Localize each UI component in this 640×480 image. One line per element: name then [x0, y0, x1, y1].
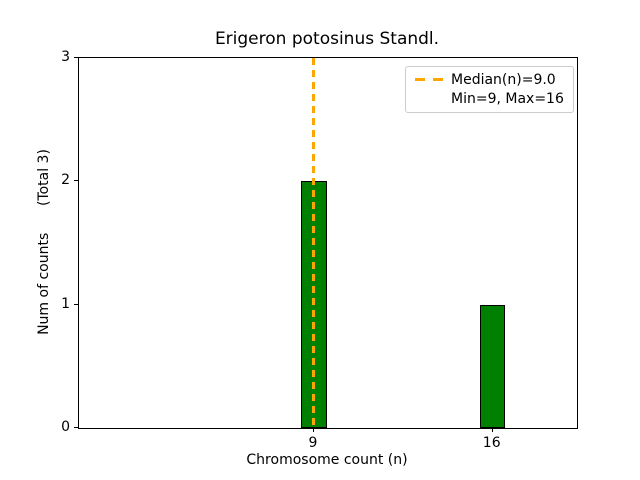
y-tick-mark-1: [74, 303, 78, 305]
y-tick-label-0: 0: [61, 419, 70, 435]
chart-title: Erigeron potosinus Standl.: [214, 29, 440, 49]
y-tick-label-3: 3: [61, 49, 70, 65]
legend-label-minmax: Min=9, Max=16: [451, 90, 564, 107]
x-tick-mark-16: [491, 428, 493, 432]
y-tick-label-1: 1: [61, 295, 70, 312]
y-tick-mark-3: [74, 57, 78, 58]
x-tick-label-16: 16: [482, 435, 501, 451]
legend-row-median: Median(n)=9.0: [415, 70, 564, 89]
y-tick-label-2: 2: [61, 172, 70, 189]
y-tick-mark-2: [74, 180, 78, 182]
legend: Median(n)=9.0 Min=9, Max=16: [405, 66, 574, 113]
bar-n16: [479, 304, 506, 428]
legend-label-median: Median(n)=9.0: [451, 71, 556, 88]
plot-area: [78, 57, 578, 429]
median-dashed-line-icon: [415, 78, 443, 81]
y-tick-mark-0: [74, 427, 78, 428]
legend-row-minmax: Min=9, Max=16: [415, 89, 564, 108]
median-line: [312, 58, 316, 428]
x-axis-label: Chromosome count (n): [246, 452, 408, 468]
legend-marker-spacer: [415, 97, 443, 100]
x-tick-label-9: 9: [308, 435, 318, 451]
x-tick-mark-9: [312, 428, 314, 432]
